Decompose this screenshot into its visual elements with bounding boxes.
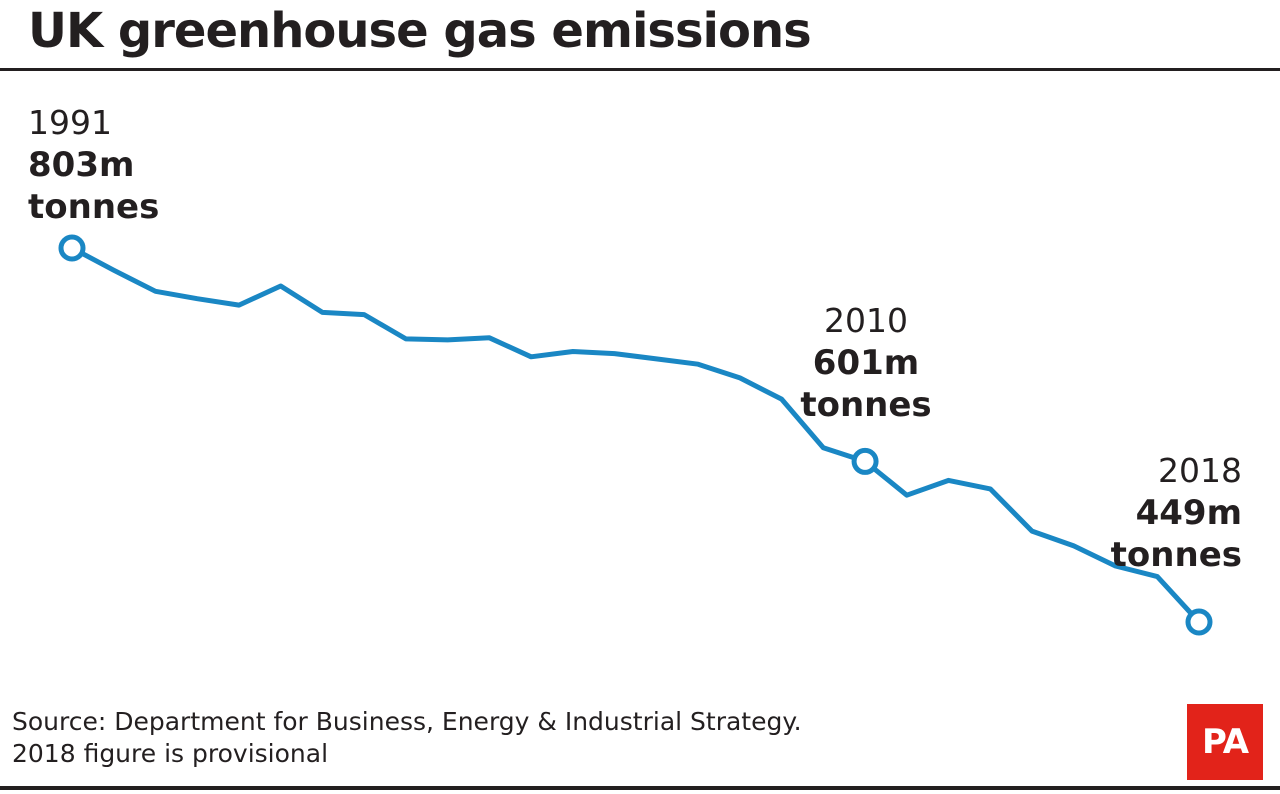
callout-mid-year: 2010 [824,301,908,340]
callout-mid-unit: tonnes [800,385,932,425]
callout-first: 1991 803m tonnes [28,102,159,228]
source-line-2: 2018 figure is provisional [12,739,329,768]
source-note: Source: Department for Business, Energy … [12,706,802,770]
callout-first-value: 803m [28,145,135,185]
marker-2018 [1185,608,1213,636]
title-divider [0,68,1280,71]
marker-1991 [58,234,86,262]
callout-last: 2018 449m tonnes [1090,450,1242,576]
emissions-line [69,245,1202,625]
marker-2010 [851,447,879,475]
pa-logo: PA [1187,704,1263,780]
callout-mid: 2010 601m tonnes [790,300,942,426]
callout-last-unit: tonnes [1110,535,1242,575]
callout-first-unit: tonnes [28,187,160,227]
chart-title: UK greenhouse gas emissions [28,3,812,59]
callout-mid-value: 601m [812,343,920,383]
callout-last-value: 449m [1135,493,1242,533]
highlight-markers [58,234,1213,636]
source-line-1: Source: Department for Business, Energy … [12,707,802,736]
callout-first-year: 1991 [28,103,112,142]
callout-last-year: 2018 [1158,451,1242,490]
bottom-divider [0,786,1280,790]
